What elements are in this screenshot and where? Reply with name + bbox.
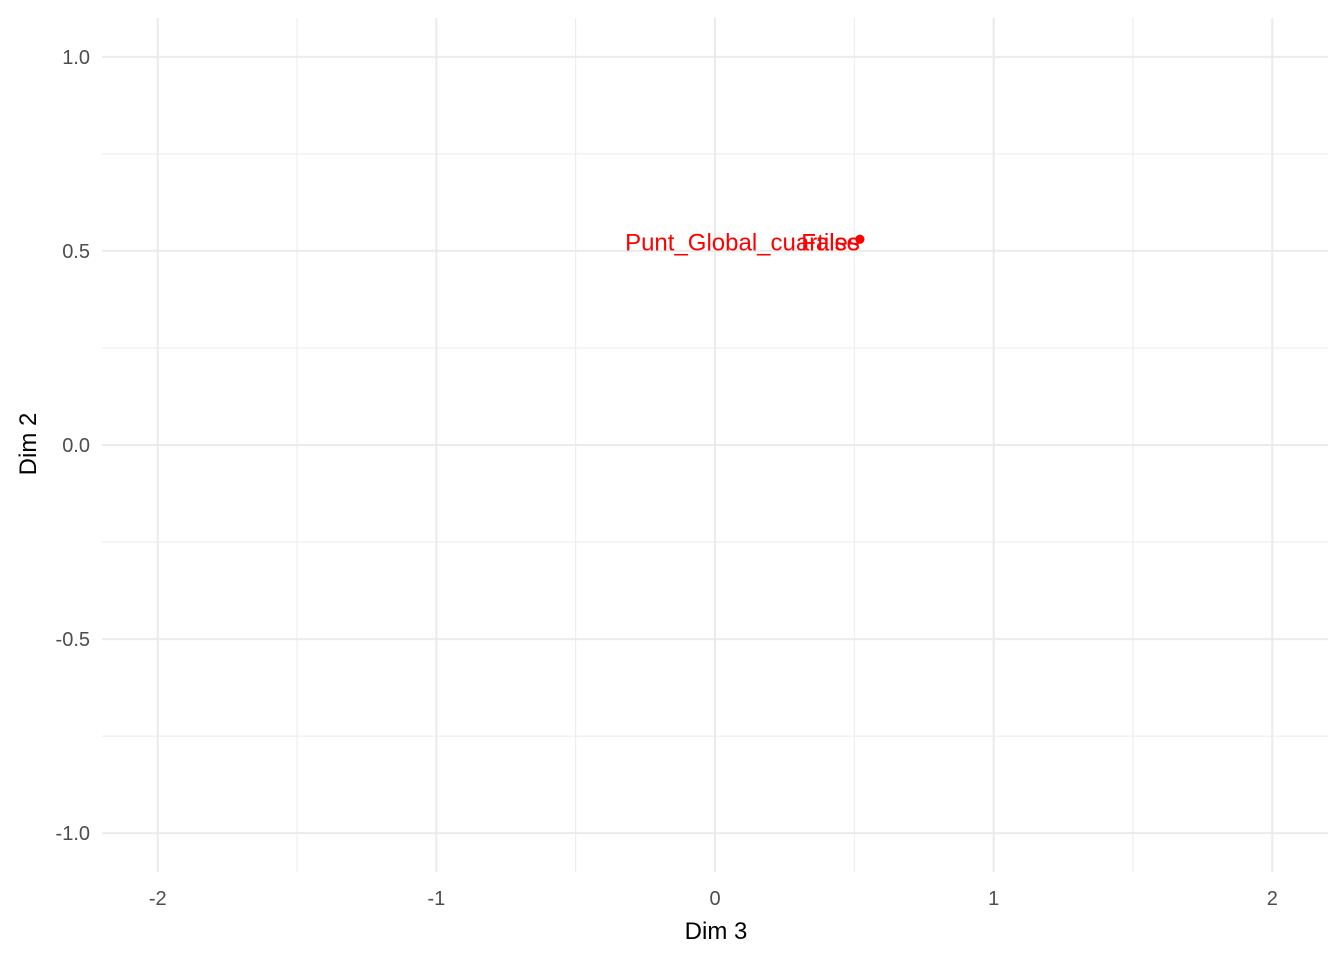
x-tick-label: 2 [1267,888,1278,910]
x-axis-title: Dim 3 [685,918,748,945]
x-tick-label: -1 [427,888,445,910]
y-tick-label: 0.5 [62,241,90,263]
x-tick-label: 0 [709,888,720,910]
y-tick-label: -1.0 [56,823,90,845]
major-gridlines [102,18,1328,872]
x-tick-label: -2 [149,888,167,910]
y-axis-title: Dim 2 [15,413,42,476]
data-point-label: False [801,229,860,256]
data-point-label: Punt_Global_cuartiles [625,229,860,256]
x-axis-tick-labels: -2 -1 0 1 2 [149,888,1278,910]
y-axis-tick-labels: -1.0 -0.5 0.0 0.5 1.0 [56,47,90,845]
x-tick-label: 1 [988,888,999,910]
y-tick-label: -0.5 [56,629,90,651]
data-point [855,234,865,244]
y-tick-label: 1.0 [62,47,90,69]
y-tick-label: 0.0 [62,435,90,457]
